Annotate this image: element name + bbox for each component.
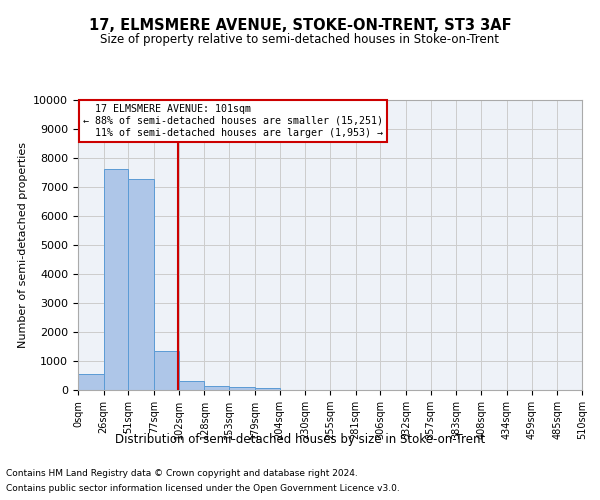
Y-axis label: Number of semi-detached properties: Number of semi-detached properties [18,142,28,348]
Bar [229,387,255,390]
Text: Contains HM Land Registry data © Crown copyright and database right 2024.: Contains HM Land Registry data © Crown c… [6,469,358,478]
Bar [154,350,179,390]
Bar [78,374,104,390]
Text: Contains public sector information licensed under the Open Government Licence v3: Contains public sector information licen… [6,484,400,493]
Text: Distribution of semi-detached houses by size in Stoke-on-Trent: Distribution of semi-detached houses by … [115,432,485,446]
Text: Size of property relative to semi-detached houses in Stoke-on-Trent: Size of property relative to semi-detach… [101,32,499,46]
Bar [128,179,154,390]
Bar [104,169,128,390]
Bar [205,386,229,390]
Bar [255,388,280,390]
Text: 17 ELMSMERE AVENUE: 101sqm
← 88% of semi-detached houses are smaller (15,251)
  : 17 ELMSMERE AVENUE: 101sqm ← 88% of semi… [83,104,383,138]
Text: 17, ELMSMERE AVENUE, STOKE-ON-TRENT, ST3 3AF: 17, ELMSMERE AVENUE, STOKE-ON-TRENT, ST3… [89,18,511,32]
Bar [179,381,205,390]
